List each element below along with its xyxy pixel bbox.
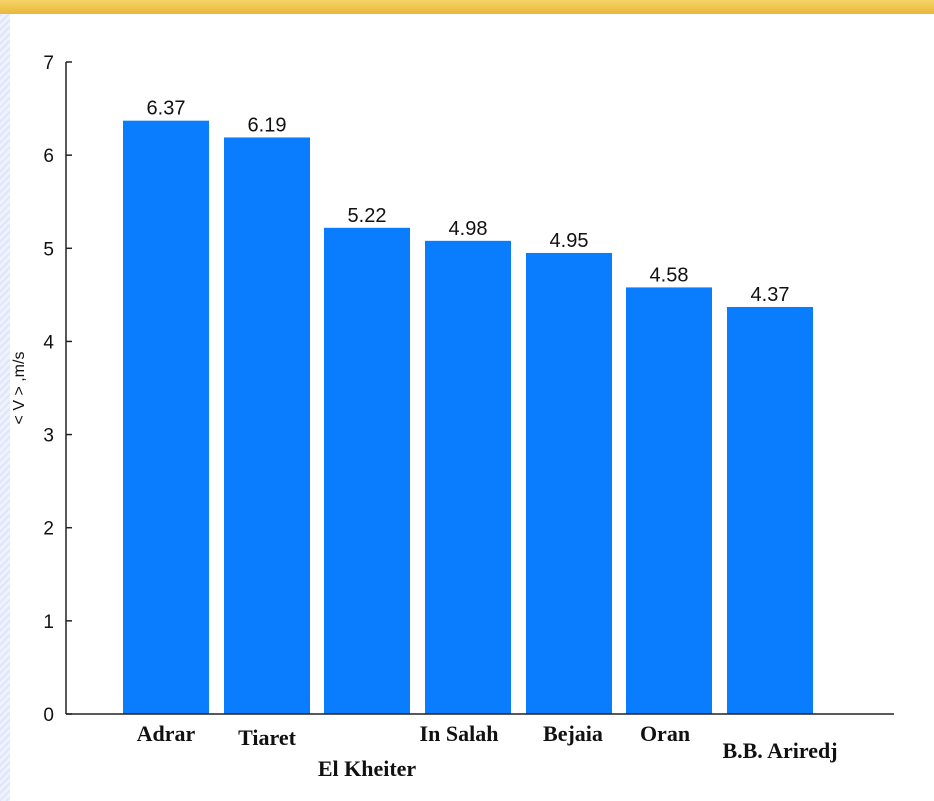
- bar-el-kheiter: [324, 227, 410, 714]
- bar-tiaret: [224, 137, 310, 715]
- bar-in-salah: [425, 240, 511, 714]
- category-label: Bejaia: [543, 721, 603, 746]
- y-tick-label: 6: [43, 146, 54, 167]
- y-tick-label: 3: [43, 426, 54, 447]
- y-ticks-group: 0 1 2 3 4 5 6 7: [43, 53, 72, 726]
- y-tick-label: 7: [43, 53, 54, 74]
- bar-value-label: 6.19: [248, 114, 287, 136]
- bar-chart: 6.37 6.19 5.22 4.98 4.95 4.58 4.37 Adrar Tiaret…: [11, 53, 894, 781]
- y-tick-label: 0: [43, 705, 54, 726]
- y-tick-label: 1: [43, 612, 54, 633]
- category-label: B.B. Ariredj: [722, 738, 837, 763]
- y-axis-title: < V > ,m/s: [11, 352, 28, 425]
- bar-value-label: 4.58: [650, 264, 689, 286]
- y-tick-label: 2: [43, 519, 54, 540]
- bar-value-label: 4.98: [449, 218, 488, 240]
- bars-group: [123, 120, 813, 715]
- bar-b-b-ariredj: [727, 306, 813, 714]
- y-tick-label: 5: [43, 239, 54, 260]
- chart-panel: 6.37 6.19 5.22 4.98 4.95 4.58 4.37 Adrar Tiaret…: [10, 14, 934, 801]
- category-label: El Kheiter: [318, 756, 417, 781]
- bar-value-label: 6.37: [147, 98, 186, 120]
- category-label: In Salah: [420, 721, 499, 746]
- category-label: Oran: [640, 721, 690, 746]
- bar-adrar: [123, 120, 209, 715]
- value-labels-group: 6.37 6.19 5.22 4.98 4.95 4.58 4.37: [147, 98, 790, 306]
- category-label: Adrar: [137, 721, 196, 746]
- y-tick-label: 4: [43, 332, 54, 353]
- slide-top-band: [0, 0, 934, 14]
- bar-value-label: 4.95: [550, 230, 589, 252]
- category-label: Tiaret: [238, 725, 297, 750]
- bar-oran: [626, 287, 712, 714]
- bar-value-label: 5.22: [348, 205, 387, 227]
- bar-value-label: 4.37: [751, 284, 790, 306]
- bar-bejaia: [526, 252, 612, 714]
